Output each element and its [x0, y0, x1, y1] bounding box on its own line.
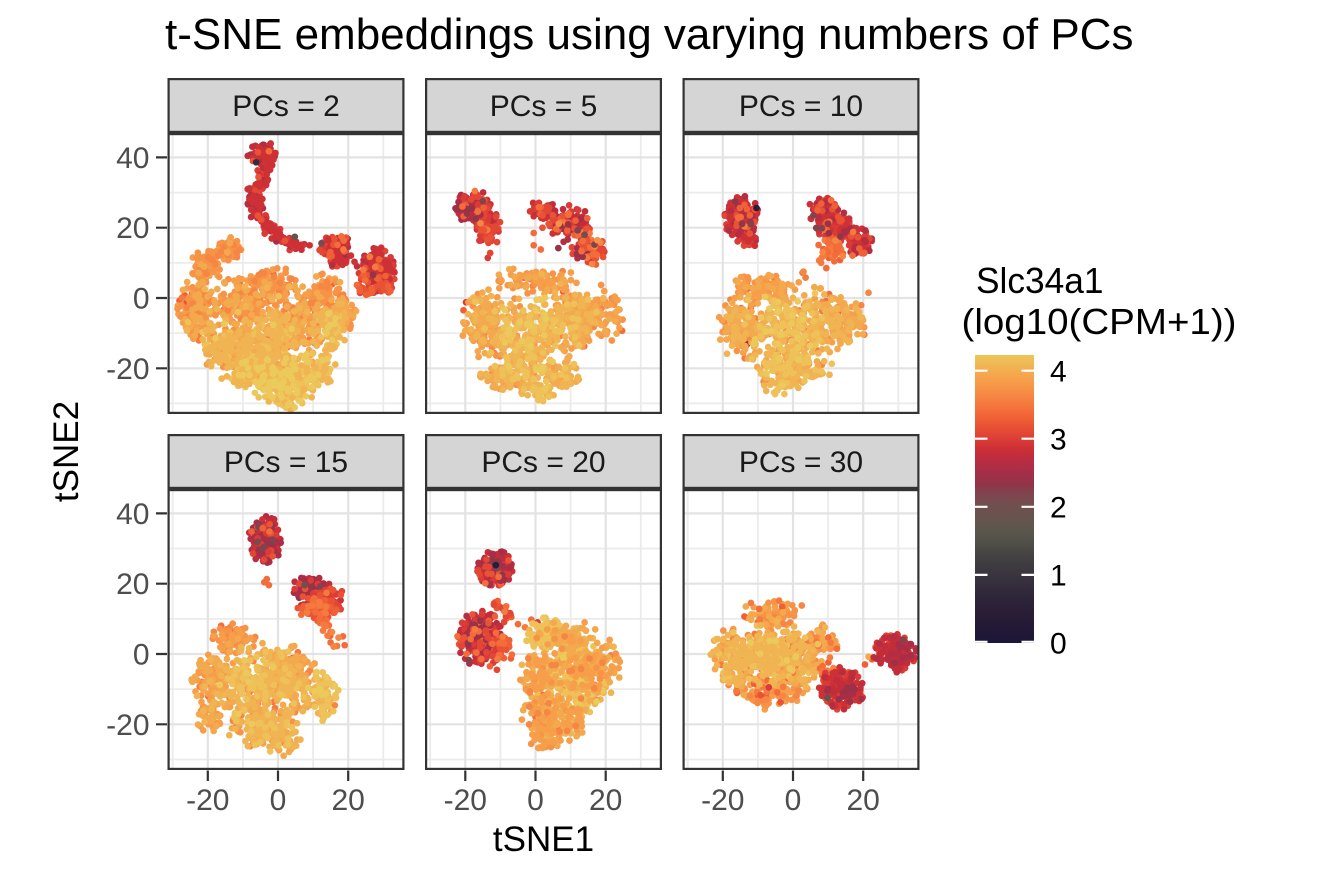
svg-text:PCs = 2: PCs = 2	[232, 90, 340, 123]
svg-text:PCs = 5: PCs = 5	[490, 90, 598, 123]
